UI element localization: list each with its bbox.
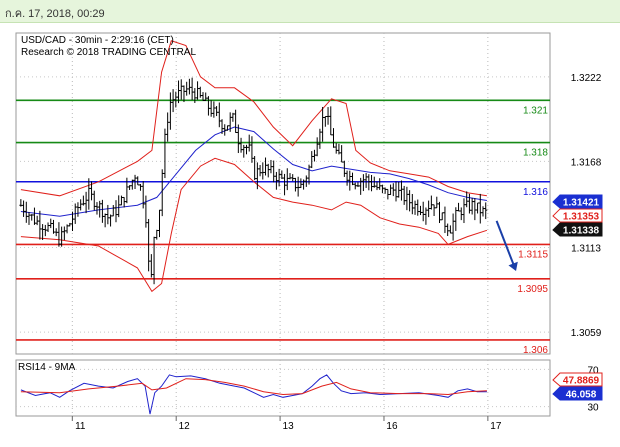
moving-average-line: [20, 126, 487, 217]
svg-text:47.8869: 47.8869: [563, 376, 600, 387]
level-label: 1.316: [523, 187, 548, 198]
price-panel: 1.321 1.318 1.316 1.3115 1.3095 1.306 USD/CAD…: [15, 32, 603, 356]
price-badge-blue: 1.31421: [552, 194, 603, 209]
svg-text:1.31421: 1.31421: [563, 197, 600, 208]
rsi-badge-red: 47.8869: [552, 372, 603, 387]
price-badge-red: 1.31353: [552, 208, 603, 223]
chart-title: USD/CAD - 30min - 2:29:16 (CET): [21, 35, 174, 46]
svg-text:1.31338: 1.31338: [563, 225, 600, 236]
level-label: 1.321: [523, 105, 548, 116]
price-tick-label: 1.3168: [571, 157, 602, 168]
level-label: 1.318: [523, 148, 548, 159]
rsi-ma-line: [20, 378, 487, 396]
svg-text:1.31353: 1.31353: [563, 211, 600, 222]
svg-text:46.058: 46.058: [566, 390, 597, 401]
bollinger-upper-line: [20, 40, 487, 197]
price-badge-black: 1.31338: [552, 222, 603, 237]
price-tick-label: 1.3059: [571, 328, 602, 339]
x-tick-label: 17: [490, 421, 502, 432]
x-tick-label: 16: [386, 421, 398, 432]
x-tick-label: 12: [179, 421, 191, 432]
x-tick-label: 13: [283, 421, 295, 432]
rsi-tick-label: 70: [587, 365, 599, 376]
x-tick-label: 11: [75, 421, 86, 432]
price-bar: [484, 202, 488, 220]
rsi-panel: RSI14 - 9MA 70 30 47.8869 46.058: [15, 359, 603, 417]
forecast-arrow: [495, 220, 518, 272]
chart-subtitle: Research © 2018 TRADING CENTRAL: [21, 47, 196, 58]
bollinger-lower-line: [20, 157, 488, 293]
rsi-badge-blue: 46.058: [552, 386, 603, 401]
level-label: 1.3115: [518, 249, 548, 260]
rsi-title: RSI14 - 9MA: [18, 362, 76, 373]
level-label: 1.306: [523, 345, 548, 356]
header-bar: ก.ค. 17, 2018, 00:29: [0, 0, 620, 23]
price-tick-label: 1.3222: [571, 73, 602, 84]
header-datetime: ก.ค. 17, 2018, 00:29: [5, 8, 105, 20]
price-plot-area: [15, 32, 551, 355]
level-label: 1.3095: [517, 284, 548, 295]
rsi-tick-label: 30: [587, 403, 599, 414]
price-tick-label: 1.3113: [571, 244, 601, 255]
